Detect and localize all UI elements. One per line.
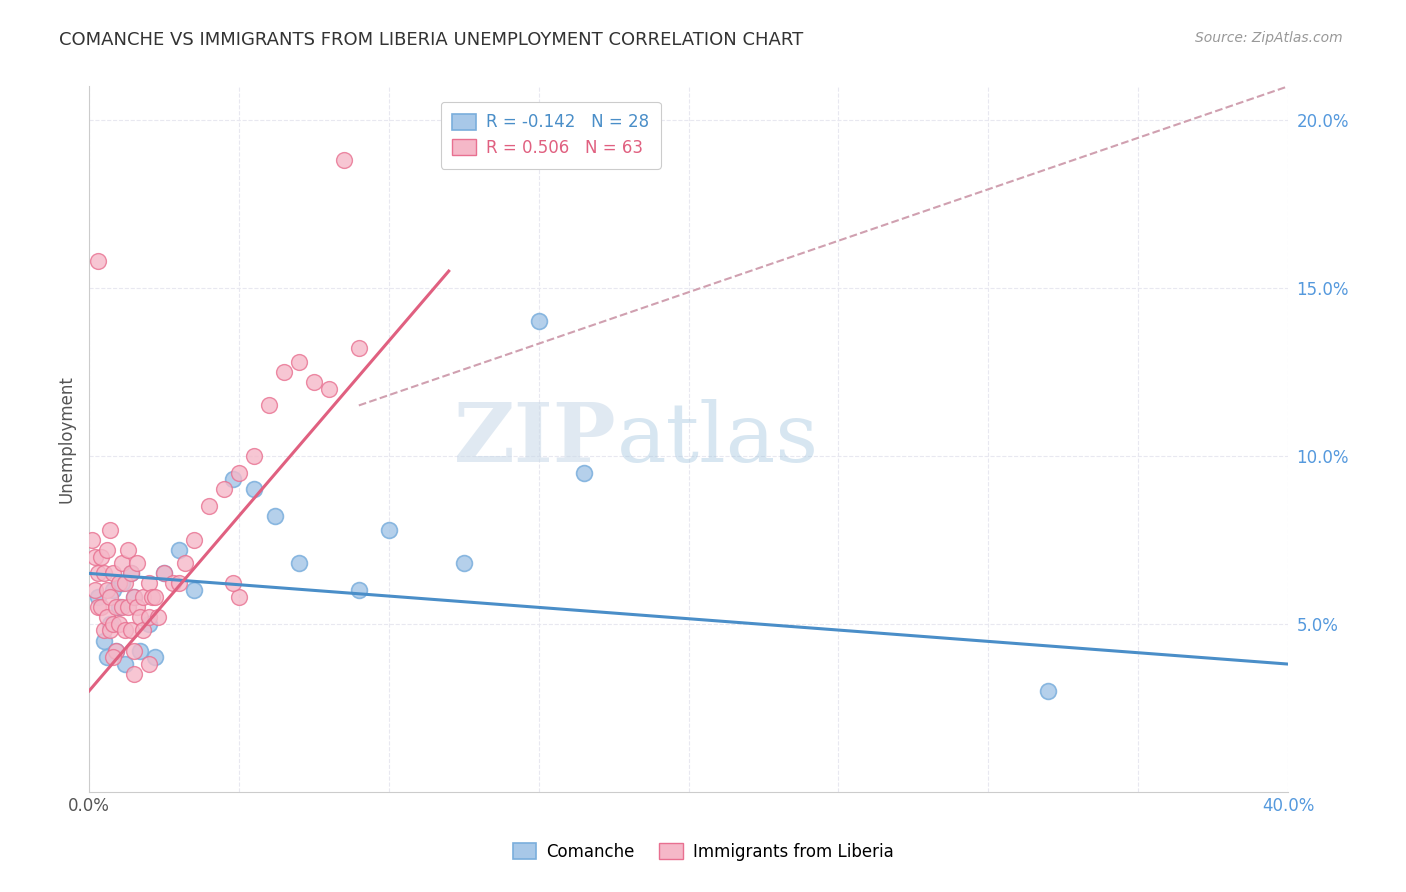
Point: [243, 483, 266, 497]
Point: [162, 576, 184, 591]
Point: [98, 616, 121, 631]
Point: [108, 616, 131, 631]
Point: [96, 650, 118, 665]
Point: [122, 667, 145, 681]
Point: [257, 399, 280, 413]
Text: Source: ZipAtlas.com: Source: ZipAtlas.com: [1195, 31, 1343, 45]
Point: [87, 254, 110, 268]
Point: [228, 590, 250, 604]
Point: [122, 590, 145, 604]
Point: [153, 566, 176, 581]
Point: [228, 466, 250, 480]
Point: [129, 643, 152, 657]
Point: [98, 523, 121, 537]
Point: [93, 624, 115, 638]
Point: [108, 599, 131, 614]
Point: [101, 650, 124, 665]
Point: [101, 616, 124, 631]
Point: [288, 557, 311, 571]
Point: [117, 599, 139, 614]
Point: [125, 599, 148, 614]
Point: [302, 375, 325, 389]
Legend: Comanche, Immigrants from Liberia: Comanche, Immigrants from Liberia: [506, 837, 900, 868]
Point: [98, 624, 121, 638]
Point: [80, 533, 103, 547]
Point: [141, 590, 163, 604]
Point: [125, 557, 148, 571]
Point: [212, 483, 235, 497]
Point: [111, 557, 134, 571]
Point: [87, 566, 110, 581]
Text: atlas: atlas: [617, 399, 818, 479]
Point: [105, 599, 128, 614]
Y-axis label: Unemployment: Unemployment: [58, 376, 75, 503]
Point: [129, 610, 152, 624]
Point: [183, 533, 205, 547]
Point: [96, 610, 118, 624]
Point: [347, 583, 370, 598]
Point: [153, 566, 176, 581]
Legend: R = -0.142   N = 28, R = 0.506   N = 63: R = -0.142 N = 28, R = 0.506 N = 63: [440, 102, 661, 169]
Point: [572, 466, 595, 480]
Point: [96, 583, 118, 598]
Point: [132, 590, 155, 604]
Point: [87, 590, 110, 604]
Point: [243, 449, 266, 463]
Point: [288, 355, 311, 369]
Point: [105, 643, 128, 657]
Point: [120, 566, 142, 581]
Point: [143, 650, 166, 665]
Point: [453, 557, 475, 571]
Point: [167, 576, 190, 591]
Point: [93, 633, 115, 648]
Point: [378, 523, 401, 537]
Point: [222, 576, 245, 591]
Point: [1038, 684, 1060, 698]
Point: [138, 616, 160, 631]
Point: [167, 542, 190, 557]
Point: [143, 590, 166, 604]
Point: [114, 657, 136, 671]
Point: [527, 314, 550, 328]
Point: [138, 657, 160, 671]
Point: [111, 599, 134, 614]
Point: [347, 342, 370, 356]
Point: [264, 509, 287, 524]
Point: [318, 382, 340, 396]
Point: [96, 542, 118, 557]
Point: [105, 643, 128, 657]
Point: [120, 566, 142, 581]
Point: [114, 624, 136, 638]
Point: [174, 557, 197, 571]
Point: [101, 566, 124, 581]
Point: [93, 566, 115, 581]
Point: [87, 599, 110, 614]
Text: ZIP: ZIP: [454, 399, 617, 479]
Point: [84, 583, 107, 598]
Point: [146, 610, 169, 624]
Point: [90, 599, 112, 614]
Point: [111, 576, 134, 591]
Point: [183, 583, 205, 598]
Point: [108, 576, 131, 591]
Point: [198, 499, 221, 513]
Point: [101, 583, 124, 598]
Point: [114, 576, 136, 591]
Text: COMANCHE VS IMMIGRANTS FROM LIBERIA UNEMPLOYMENT CORRELATION CHART: COMANCHE VS IMMIGRANTS FROM LIBERIA UNEM…: [59, 31, 803, 49]
Point: [90, 549, 112, 564]
Point: [138, 576, 160, 591]
Point: [84, 549, 107, 564]
Point: [122, 643, 145, 657]
Point: [333, 153, 356, 168]
Point: [120, 624, 142, 638]
Point: [222, 472, 245, 486]
Point: [138, 610, 160, 624]
Point: [122, 590, 145, 604]
Point: [132, 624, 155, 638]
Point: [273, 365, 295, 379]
Point: [98, 590, 121, 604]
Point: [117, 542, 139, 557]
